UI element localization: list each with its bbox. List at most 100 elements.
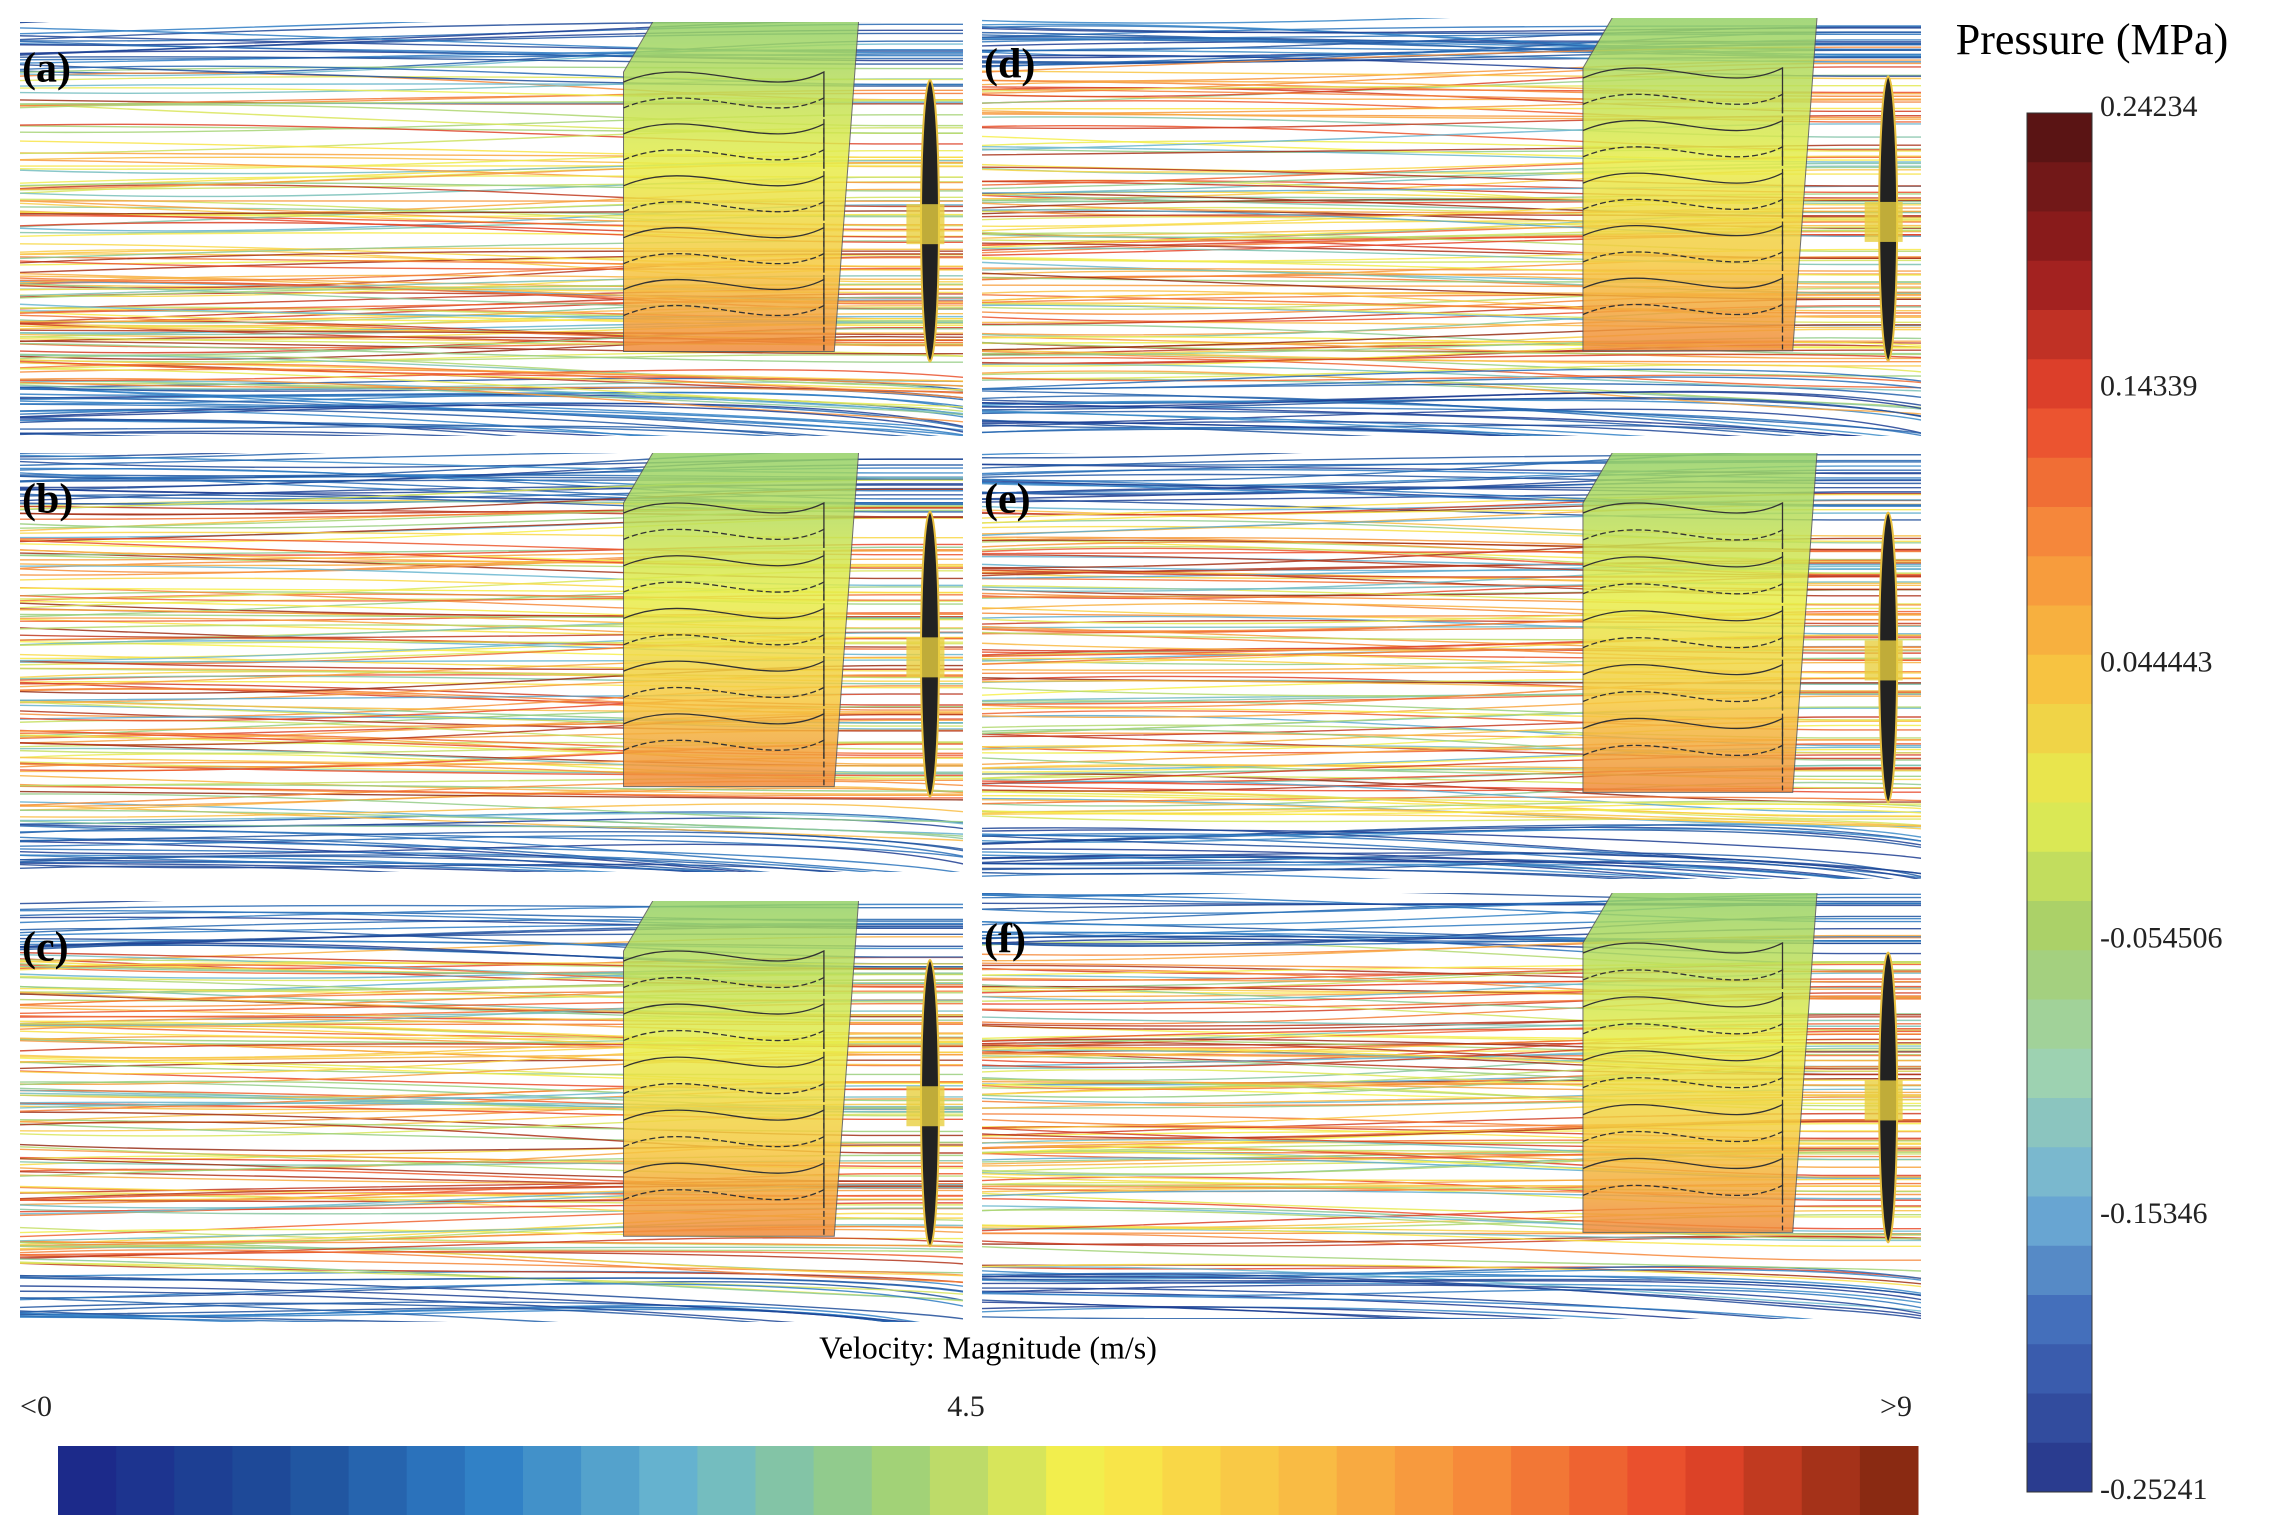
colorbar-segment xyxy=(2027,260,2092,311)
hub xyxy=(1864,201,1903,242)
streamline xyxy=(982,453,1304,459)
blade-contour xyxy=(1582,93,1784,140)
streamline xyxy=(20,402,963,428)
streamline xyxy=(20,1315,368,1322)
streamline xyxy=(982,1266,1921,1312)
streamline xyxy=(982,807,1921,816)
blade-contour xyxy=(1582,172,1784,219)
streamline xyxy=(982,374,1921,384)
streamline xyxy=(982,834,1875,879)
blade-contour xyxy=(1582,663,1784,710)
blade-contour xyxy=(623,70,825,117)
blade-contour xyxy=(1582,609,1784,656)
streamline xyxy=(20,400,963,436)
pressure-tick-label: 0.24234 xyxy=(2100,90,2198,123)
colorbar-segment xyxy=(2027,753,2092,803)
colorbar-segment xyxy=(871,1446,931,1515)
colorbar-segment xyxy=(290,1446,350,1515)
pressure-tick-label: 0.14339 xyxy=(2100,370,2198,403)
panel-body xyxy=(982,893,1921,1319)
streamline xyxy=(982,1266,1921,1279)
blade-contour xyxy=(623,501,825,548)
streamline xyxy=(20,351,963,370)
streamline xyxy=(20,396,909,436)
streamline xyxy=(982,789,1921,818)
blade-contour xyxy=(623,1162,825,1209)
streamline xyxy=(20,1249,963,1283)
blade-contour xyxy=(1582,224,1784,271)
blade-contour xyxy=(1582,1022,1784,1069)
colorbar-segment xyxy=(639,1446,698,1515)
panels: (a) (b) (c) (d) (e) (f) xyxy=(20,18,1921,1322)
streamline xyxy=(20,829,903,872)
streamline xyxy=(20,103,963,135)
streamline xyxy=(982,1273,1921,1319)
blade-contour xyxy=(623,1002,825,1050)
blade-contour xyxy=(1582,555,1784,602)
blade-contour xyxy=(1582,744,1784,791)
streamline xyxy=(20,1310,450,1322)
streamline xyxy=(982,410,1557,436)
panel: (a) xyxy=(20,22,963,436)
blade-contour xyxy=(1582,1076,1784,1123)
streamline xyxy=(20,369,963,382)
streamline xyxy=(982,509,1921,537)
streamline xyxy=(982,1016,1921,1027)
streamline xyxy=(20,1226,963,1247)
streamline xyxy=(982,1278,1921,1297)
streamline xyxy=(982,1209,1921,1240)
blade-contour xyxy=(1582,1157,1784,1204)
blade-contour xyxy=(623,581,825,628)
pressure-tick-label: -0.25241 xyxy=(2100,1473,2208,1506)
streamline xyxy=(20,1143,963,1152)
blade-contour xyxy=(1582,119,1784,166)
streamline xyxy=(982,791,1921,805)
streamline xyxy=(20,340,963,355)
streamline xyxy=(20,839,756,872)
streamline xyxy=(982,1290,1699,1319)
streamline xyxy=(20,402,963,429)
colorbar-segment xyxy=(2027,1196,2092,1247)
streamline xyxy=(20,783,963,797)
velocity-tick-label: <0 xyxy=(20,1390,52,1423)
streamline xyxy=(982,625,1921,629)
streamline xyxy=(20,378,963,416)
streamline xyxy=(20,453,50,454)
blade-contour xyxy=(1582,1184,1784,1231)
streamline xyxy=(982,860,1894,879)
streamline xyxy=(982,1232,1921,1261)
blade-contour xyxy=(623,304,825,351)
velocity-tick-label: >9 xyxy=(1880,1390,1912,1423)
streamline xyxy=(20,1274,963,1320)
streamline xyxy=(20,1061,963,1076)
blade-contour xyxy=(1582,968,1784,1015)
blade-contour xyxy=(623,252,825,299)
colorbar-segment xyxy=(174,1446,233,1515)
colorbar-segment xyxy=(2027,950,2092,1000)
streamline xyxy=(20,811,963,825)
colorbar-segment xyxy=(406,1446,466,1515)
blade-contour xyxy=(1582,690,1784,737)
streamline xyxy=(982,284,1921,288)
streamline xyxy=(20,354,963,387)
pressure-tick-label: -0.15346 xyxy=(2100,1197,2208,1230)
streamline xyxy=(982,336,1921,360)
streamline xyxy=(982,453,1081,456)
streamline xyxy=(20,861,731,872)
streamline xyxy=(982,411,1646,436)
streamline xyxy=(20,22,434,35)
streamline xyxy=(20,837,771,872)
streamline xyxy=(982,397,1921,418)
streamline xyxy=(20,1281,963,1301)
panel-body xyxy=(20,22,963,436)
colorbar-segment xyxy=(1685,1446,1745,1515)
streamline xyxy=(982,1275,1921,1317)
streamline xyxy=(20,342,963,363)
streamline xyxy=(20,395,963,418)
colorbar-segment xyxy=(2027,113,2092,163)
streamline xyxy=(20,1307,902,1322)
streamline xyxy=(982,402,1863,436)
streamline xyxy=(982,1279,1921,1304)
blade-contour xyxy=(1582,303,1784,350)
